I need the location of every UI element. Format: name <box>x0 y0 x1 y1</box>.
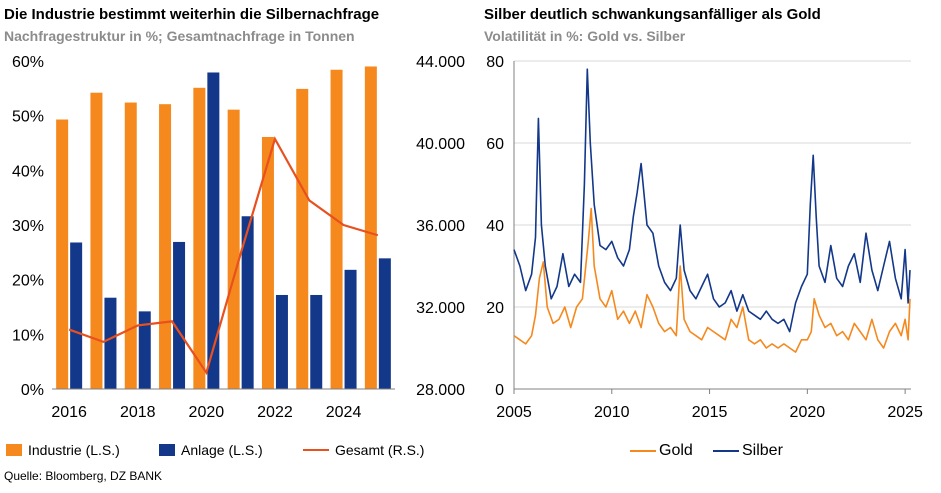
legend-anlage: Anlage (L.S.) <box>159 442 263 458</box>
line-gold <box>513 207 911 353</box>
bar-anlage <box>344 269 357 389</box>
left-chart-title: Die Industrie bestimmt weiterhin die Sil… <box>4 6 380 23</box>
y-tick-label: 80 <box>486 54 504 71</box>
y-left-tick-label: 40% <box>12 163 44 180</box>
legend-anlage-swatch <box>159 444 175 456</box>
x-tick-label: 2022 <box>257 404 293 421</box>
bar-anlage <box>378 258 391 389</box>
legend-gesamt: Gesamt (R.S.) <box>303 442 424 458</box>
x-tick-label: 2015 <box>692 404 728 421</box>
y-right-tick-label: 36.000 <box>416 218 465 235</box>
legend-anlage-label: Anlage (L.S.) <box>181 442 263 458</box>
legend-gold-swatch <box>630 450 656 452</box>
legend-silber-label: Silber <box>742 442 783 459</box>
bar-anlage <box>207 72 220 390</box>
x-tick-label: 2016 <box>51 404 87 421</box>
y-tick-label: 60 <box>486 136 504 153</box>
right-chart-title: Silber deutlich schwankungsanfälliger al… <box>484 6 821 23</box>
line-gesamt <box>68 136 379 376</box>
y-right-tick-label: 44.000 <box>416 54 465 71</box>
bar-anlage <box>275 294 288 389</box>
x-tick-label: 2018 <box>120 404 156 421</box>
y-left-tick-label: 60% <box>12 54 44 71</box>
bar-anlage <box>241 216 254 389</box>
demand-structure-chart: 0% 10% 20% 30% 40% 50% 60% 28.000 32.000 36.000 40… <box>12 54 465 421</box>
y-left-tick-label: 0% <box>21 382 44 399</box>
legend-gold-label: Gold <box>659 442 693 459</box>
line-silber <box>513 68 911 333</box>
bar-industrie <box>124 102 137 389</box>
left-chart-subtitle: Nachfragestruktur in %; Gesamtnachfrage … <box>4 28 355 44</box>
legend-gesamt-label: Gesamt (R.S.) <box>335 442 425 458</box>
y-left-tick-label: 10% <box>12 327 44 344</box>
y-tick-label: 20 <box>486 300 504 317</box>
legend-gesamt-swatch <box>303 449 329 451</box>
x-tick-label: 2025 <box>887 404 923 421</box>
x-tick-label: 2020 <box>790 404 826 421</box>
bar-industrie <box>330 69 343 389</box>
right-chart-subtitle: Volatilität in %: Gold vs. Silber <box>484 28 686 44</box>
bar-anlage <box>138 311 151 389</box>
bar-industrie <box>364 66 377 389</box>
legend-gold: Gold <box>630 442 693 460</box>
x-tick-label: 2020 <box>189 404 225 421</box>
bar-anlage <box>104 297 117 389</box>
volatility-chart: 0 20 40 60 80 2005 2010 2015 2020 2025 <box>486 54 923 421</box>
legend-industrie: Industrie (L.S.) <box>6 442 120 458</box>
x-tick-label: 2024 <box>326 404 362 421</box>
y-tick-label: 0 <box>495 382 504 399</box>
y-left-tick-label: 50% <box>12 109 44 126</box>
bar-industrie <box>159 104 172 389</box>
y-right-tick-label: 32.000 <box>416 300 465 317</box>
y-tick-label: 40 <box>486 218 504 235</box>
y-left-tick-label: 30% <box>12 218 44 235</box>
bar-industrie <box>296 88 309 389</box>
bar-anlage <box>173 241 186 389</box>
y-left-tick-label: 20% <box>12 273 44 290</box>
bar-industrie <box>90 92 103 389</box>
x-tick-label: 2010 <box>594 404 630 421</box>
legend-industrie-label: Industrie (L.S.) <box>28 442 120 458</box>
legend-industrie-swatch <box>6 444 22 456</box>
x-tick-label: 2005 <box>496 404 532 421</box>
y-right-tick-label: 40.000 <box>416 136 465 153</box>
bar-anlage <box>70 242 83 389</box>
bar-anlage <box>310 294 323 389</box>
bar-industrie <box>227 109 240 390</box>
legend-silber: Silber <box>713 442 783 460</box>
source-note: Quelle: Bloomberg, DZ BANK <box>4 469 163 483</box>
bar-industrie <box>261 136 274 389</box>
legend-silber-swatch <box>713 450 739 452</box>
bar-industrie <box>56 119 69 389</box>
bar-industrie <box>193 87 206 389</box>
y-right-tick-label: 28.000 <box>416 382 465 399</box>
